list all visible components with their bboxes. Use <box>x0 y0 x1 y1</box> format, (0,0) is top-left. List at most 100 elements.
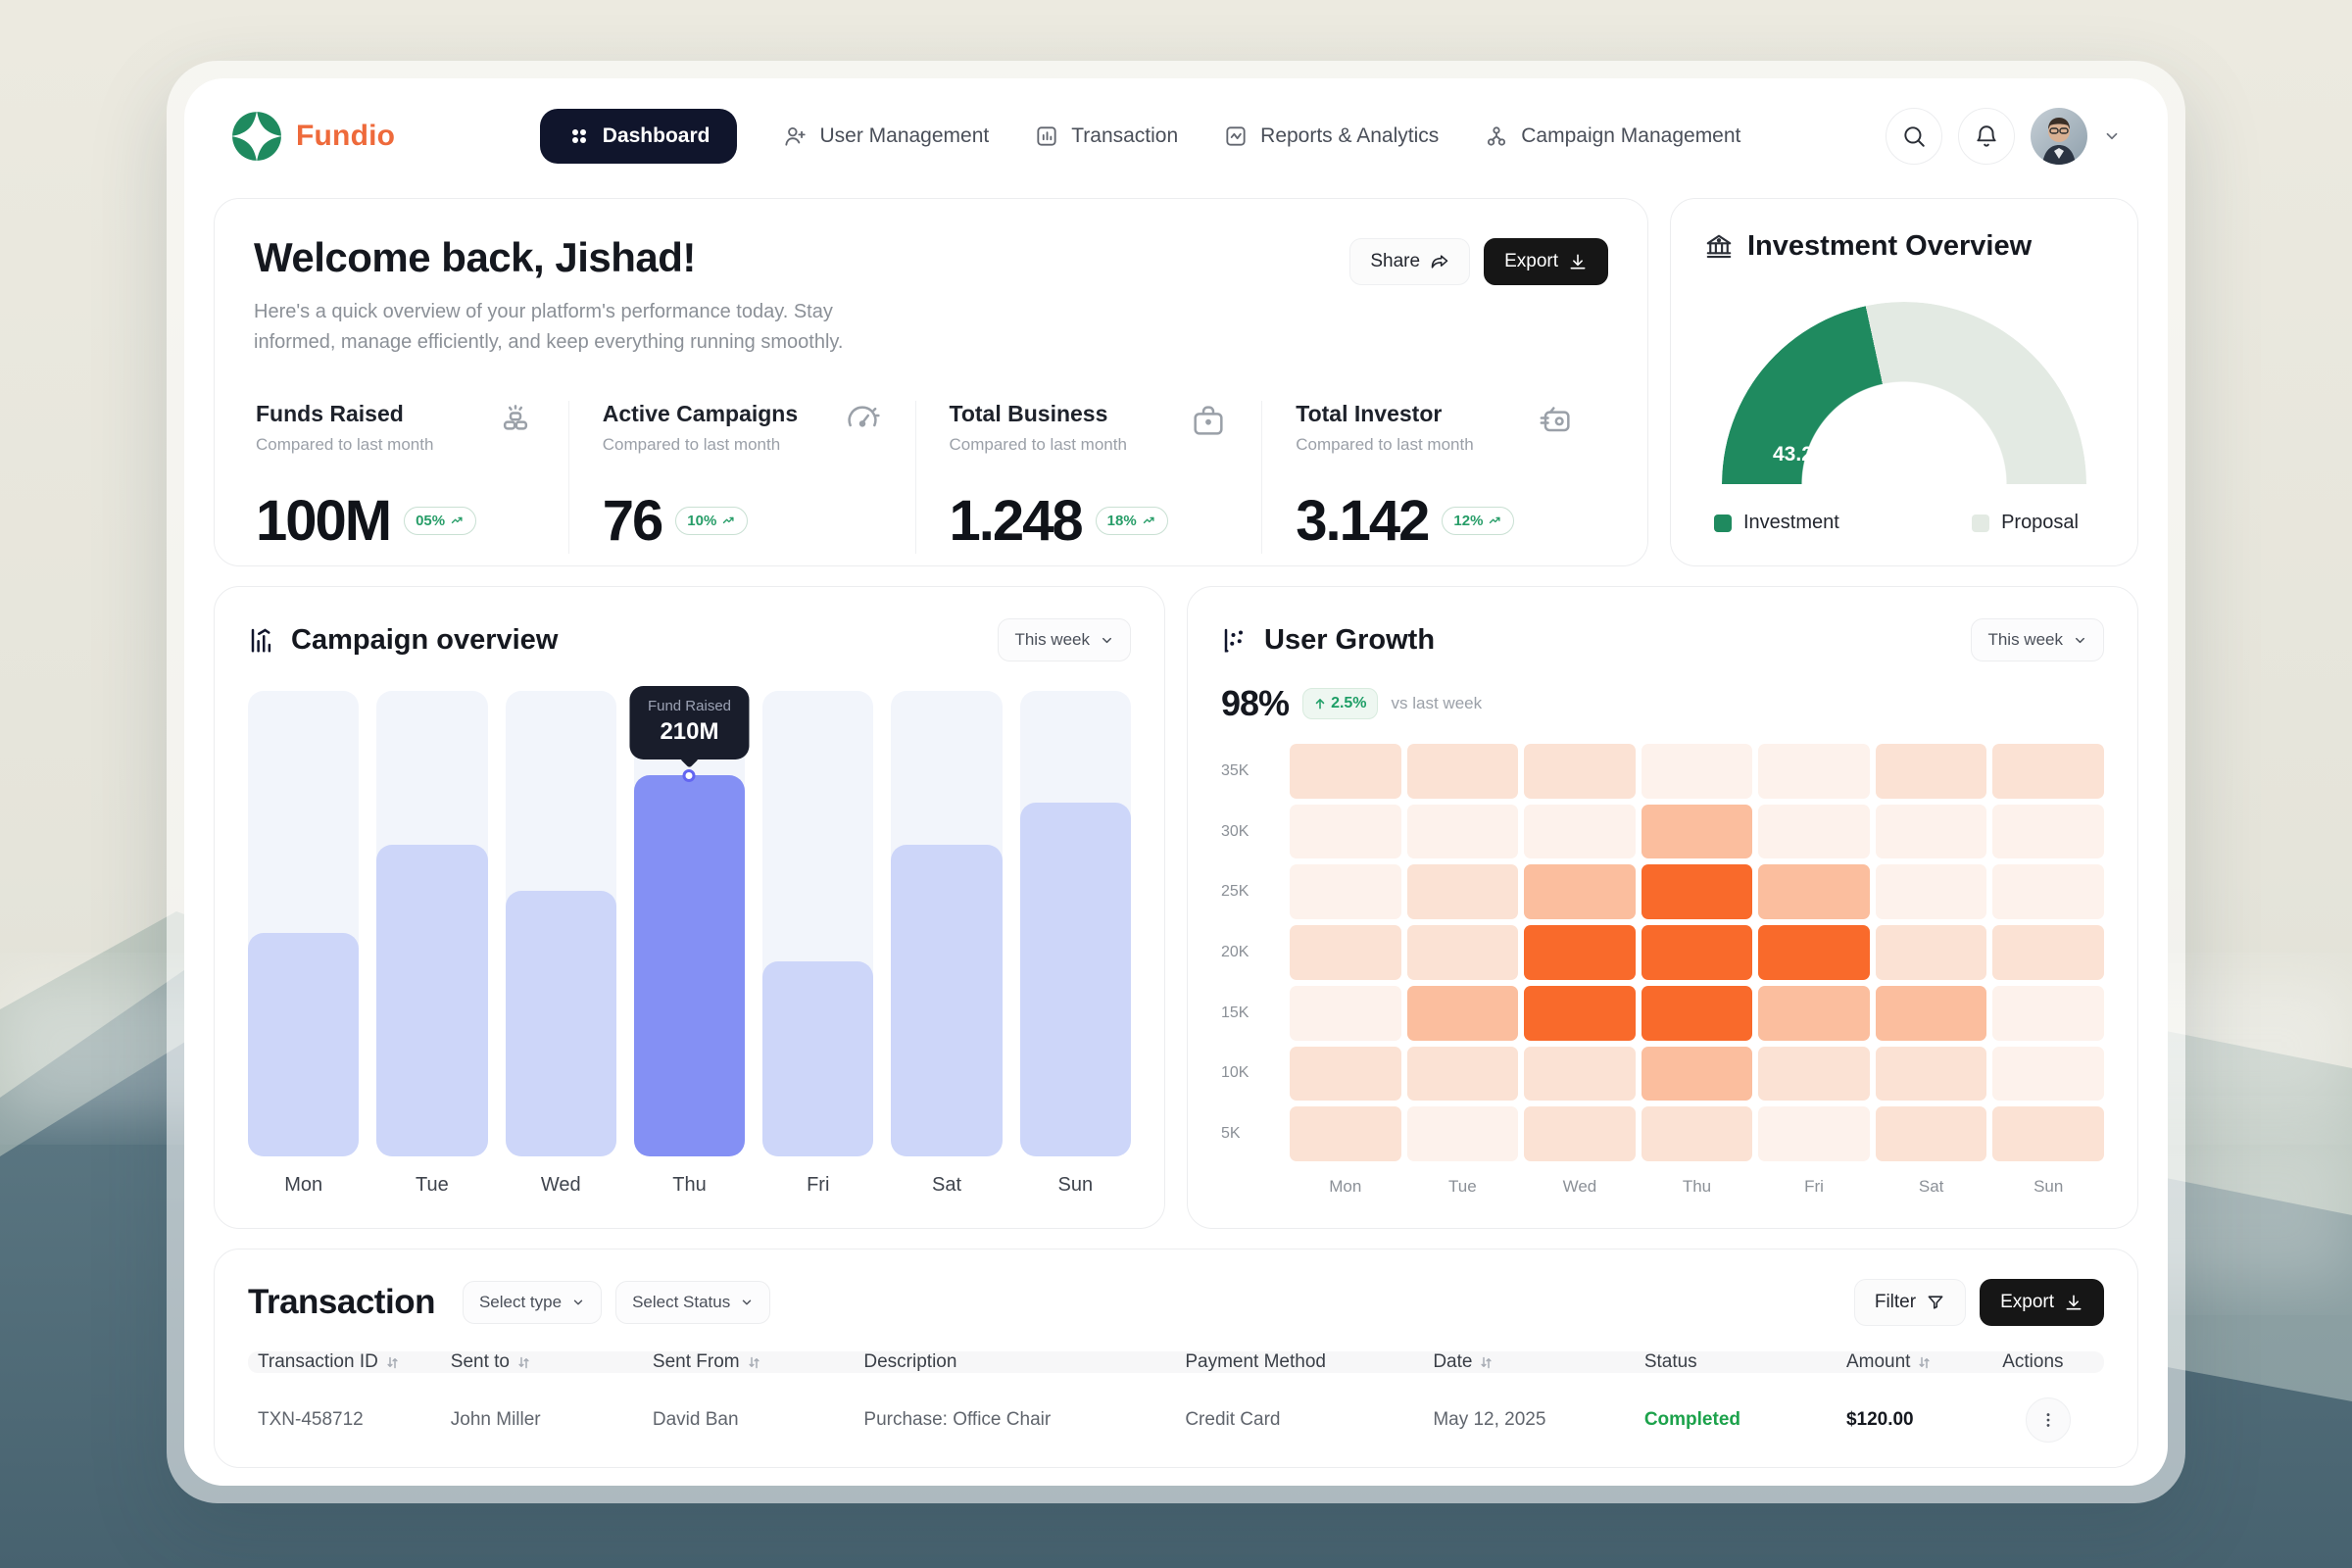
heat-cell-mon-25k[interactable] <box>1290 864 1401 920</box>
nav-item-reports-analytics[interactable]: Reports & Analytics <box>1223 123 1439 149</box>
heat-cell-sun-35k[interactable] <box>1992 744 2104 799</box>
investment-gauge: 43.2% <box>1722 302 2086 666</box>
column-header-sent-from[interactable]: Sent From <box>653 1351 864 1373</box>
bar-sun[interactable] <box>1019 803 1131 1156</box>
column-header-status: Status <box>1643 1351 1697 1372</box>
heat-cell-wed-25k[interactable] <box>1524 864 1636 920</box>
bar-sat[interactable] <box>891 844 1003 1156</box>
heat-cell-wed-20k[interactable] <box>1524 925 1636 980</box>
bar-thu[interactable]: Fund Raised 210M <box>629 685 750 1156</box>
heat-cell-fri-15k[interactable] <box>1758 985 1870 1041</box>
bell-icon <box>1974 123 1999 149</box>
heat-cell-fri-5k[interactable] <box>1758 1106 1870 1162</box>
bar-tue[interactable] <box>376 844 488 1156</box>
filter-button[interactable]: Filter <box>1853 1279 1967 1326</box>
bar-track[interactable] <box>248 691 360 1156</box>
select-type-dropdown[interactable]: Select type <box>462 1281 603 1324</box>
heat-cell-sat-25k[interactable] <box>1875 864 1987 920</box>
user-avatar[interactable] <box>2031 108 2087 165</box>
bar-track[interactable] <box>762 691 874 1156</box>
export-transactions-button[interactable]: Export <box>1980 1279 2104 1326</box>
bar-wed[interactable] <box>505 891 616 1156</box>
heat-cell-thu-5k[interactable] <box>1641 1106 1753 1162</box>
heat-cell-sat-20k[interactable] <box>1875 925 1987 980</box>
column-header-transaction-id[interactable]: Transaction ID <box>258 1351 451 1373</box>
heat-cell-sun-10k[interactable] <box>1992 1046 2104 1102</box>
heat-cell-thu-25k[interactable] <box>1641 864 1753 920</box>
notifications-button[interactable] <box>1958 108 2015 165</box>
heat-cell-tue-25k[interactable] <box>1406 864 1519 920</box>
heat-cell-wed-10k[interactable] <box>1524 1046 1636 1102</box>
column-header-amount[interactable]: Amount <box>1846 1351 2002 1373</box>
nav-item-user-management[interactable]: User Management <box>782 123 989 149</box>
heat-cell-sun-25k[interactable] <box>1992 864 2104 920</box>
sort-icon[interactable] <box>385 1355 400 1370</box>
heat-cell-tue-5k[interactable] <box>1406 1106 1519 1162</box>
heat-cell-sat-10k[interactable] <box>1875 1046 1987 1102</box>
campaign-range-select[interactable]: This week <box>998 618 1131 662</box>
heat-cell-sun-20k[interactable] <box>1992 925 2104 980</box>
profile-chevron-down-icon[interactable] <box>2103 127 2121 145</box>
heat-cell-sun-30k[interactable] <box>1992 804 2104 859</box>
heat-cell-thu-20k[interactable] <box>1641 925 1753 980</box>
heat-cell-mon-20k[interactable] <box>1290 925 1401 980</box>
heat-cell-thu-10k[interactable] <box>1641 1046 1753 1102</box>
heat-cell-wed-5k[interactable] <box>1524 1106 1636 1162</box>
heat-cell-tue-30k[interactable] <box>1406 804 1519 859</box>
nav-item-campaign-management[interactable]: Campaign Management <box>1484 123 1740 149</box>
sort-icon[interactable] <box>1917 1355 1932 1370</box>
row-actions-button[interactable] <box>2026 1397 2072 1443</box>
heat-cell-mon-5k[interactable] <box>1290 1106 1401 1162</box>
select-status-dropdown[interactable]: Select Status <box>615 1281 771 1324</box>
nav-item-transaction[interactable]: Transaction <box>1034 123 1178 149</box>
bar-fri[interactable] <box>762 960 874 1156</box>
heat-cell-wed-30k[interactable] <box>1524 804 1636 859</box>
sort-icon[interactable] <box>516 1355 531 1370</box>
heat-cell-fri-20k[interactable] <box>1758 925 1870 980</box>
heat-cell-thu-35k[interactable] <box>1641 744 1753 799</box>
heat-cell-wed-35k[interactable] <box>1524 744 1636 799</box>
bar-track[interactable] <box>891 691 1003 1156</box>
heat-cell-sat-30k[interactable] <box>1875 804 1987 859</box>
search-button[interactable] <box>1886 108 1942 165</box>
heat-cell-fri-10k[interactable] <box>1758 1046 1870 1102</box>
column-header-sent-to[interactable]: Sent to <box>451 1351 653 1373</box>
bank-icon <box>1704 232 1734 262</box>
heat-cell-fri-35k[interactable] <box>1758 744 1870 799</box>
bar-track[interactable] <box>376 691 488 1156</box>
x-axis-label: Tue <box>416 1174 449 1196</box>
export-overview-button[interactable]: Export <box>1484 238 1608 285</box>
sort-icon[interactable] <box>747 1355 761 1370</box>
column-header-date[interactable]: Date <box>1433 1351 1644 1373</box>
sort-icon[interactable] <box>1479 1355 1494 1370</box>
heat-cell-wed-15k[interactable] <box>1524 985 1636 1041</box>
bar-mon[interactable] <box>248 933 360 1156</box>
share-button[interactable]: Share <box>1349 238 1471 285</box>
heat-cell-sat-15k[interactable] <box>1875 985 1987 1041</box>
bar-track[interactable] <box>505 691 616 1156</box>
bar-column-mon: Mon <box>248 691 360 1197</box>
heat-cell-sat-35k[interactable] <box>1875 744 1987 799</box>
heat-cell-mon-10k[interactable] <box>1290 1046 1401 1102</box>
chart-tooltip: Fund Raised 210M <box>629 685 750 760</box>
heat-cell-tue-35k[interactable] <box>1406 744 1519 799</box>
heat-cell-thu-15k[interactable] <box>1641 985 1753 1041</box>
heat-cell-sat-5k[interactable] <box>1875 1106 1987 1162</box>
heat-cell-fri-25k[interactable] <box>1758 864 1870 920</box>
transaction-table-header: Transaction ID Sent to Sent From Descriptio… <box>248 1351 2104 1373</box>
heat-cell-thu-30k[interactable] <box>1641 804 1753 859</box>
heat-cell-mon-30k[interactable] <box>1290 804 1401 859</box>
bar-track[interactable]: Fund Raised 210M <box>629 685 750 1156</box>
heat-cell-tue-20k[interactable] <box>1406 925 1519 980</box>
heat-cell-sun-15k[interactable] <box>1992 985 2104 1041</box>
heat-cell-tue-15k[interactable] <box>1406 985 1519 1041</box>
heat-cell-sun-5k[interactable] <box>1992 1106 2104 1162</box>
bar-track[interactable] <box>1019 691 1131 1156</box>
heat-cell-tue-10k[interactable] <box>1406 1046 1519 1102</box>
heat-cell-fri-30k[interactable] <box>1758 804 1870 859</box>
brand-name: Fundio <box>296 120 396 152</box>
heat-cell-mon-35k[interactable] <box>1290 744 1401 799</box>
filter-funnel-icon <box>1926 1293 1945 1312</box>
nav-item-dashboard[interactable]: Dashboard <box>539 109 738 164</box>
heat-cell-mon-15k[interactable] <box>1290 985 1401 1041</box>
